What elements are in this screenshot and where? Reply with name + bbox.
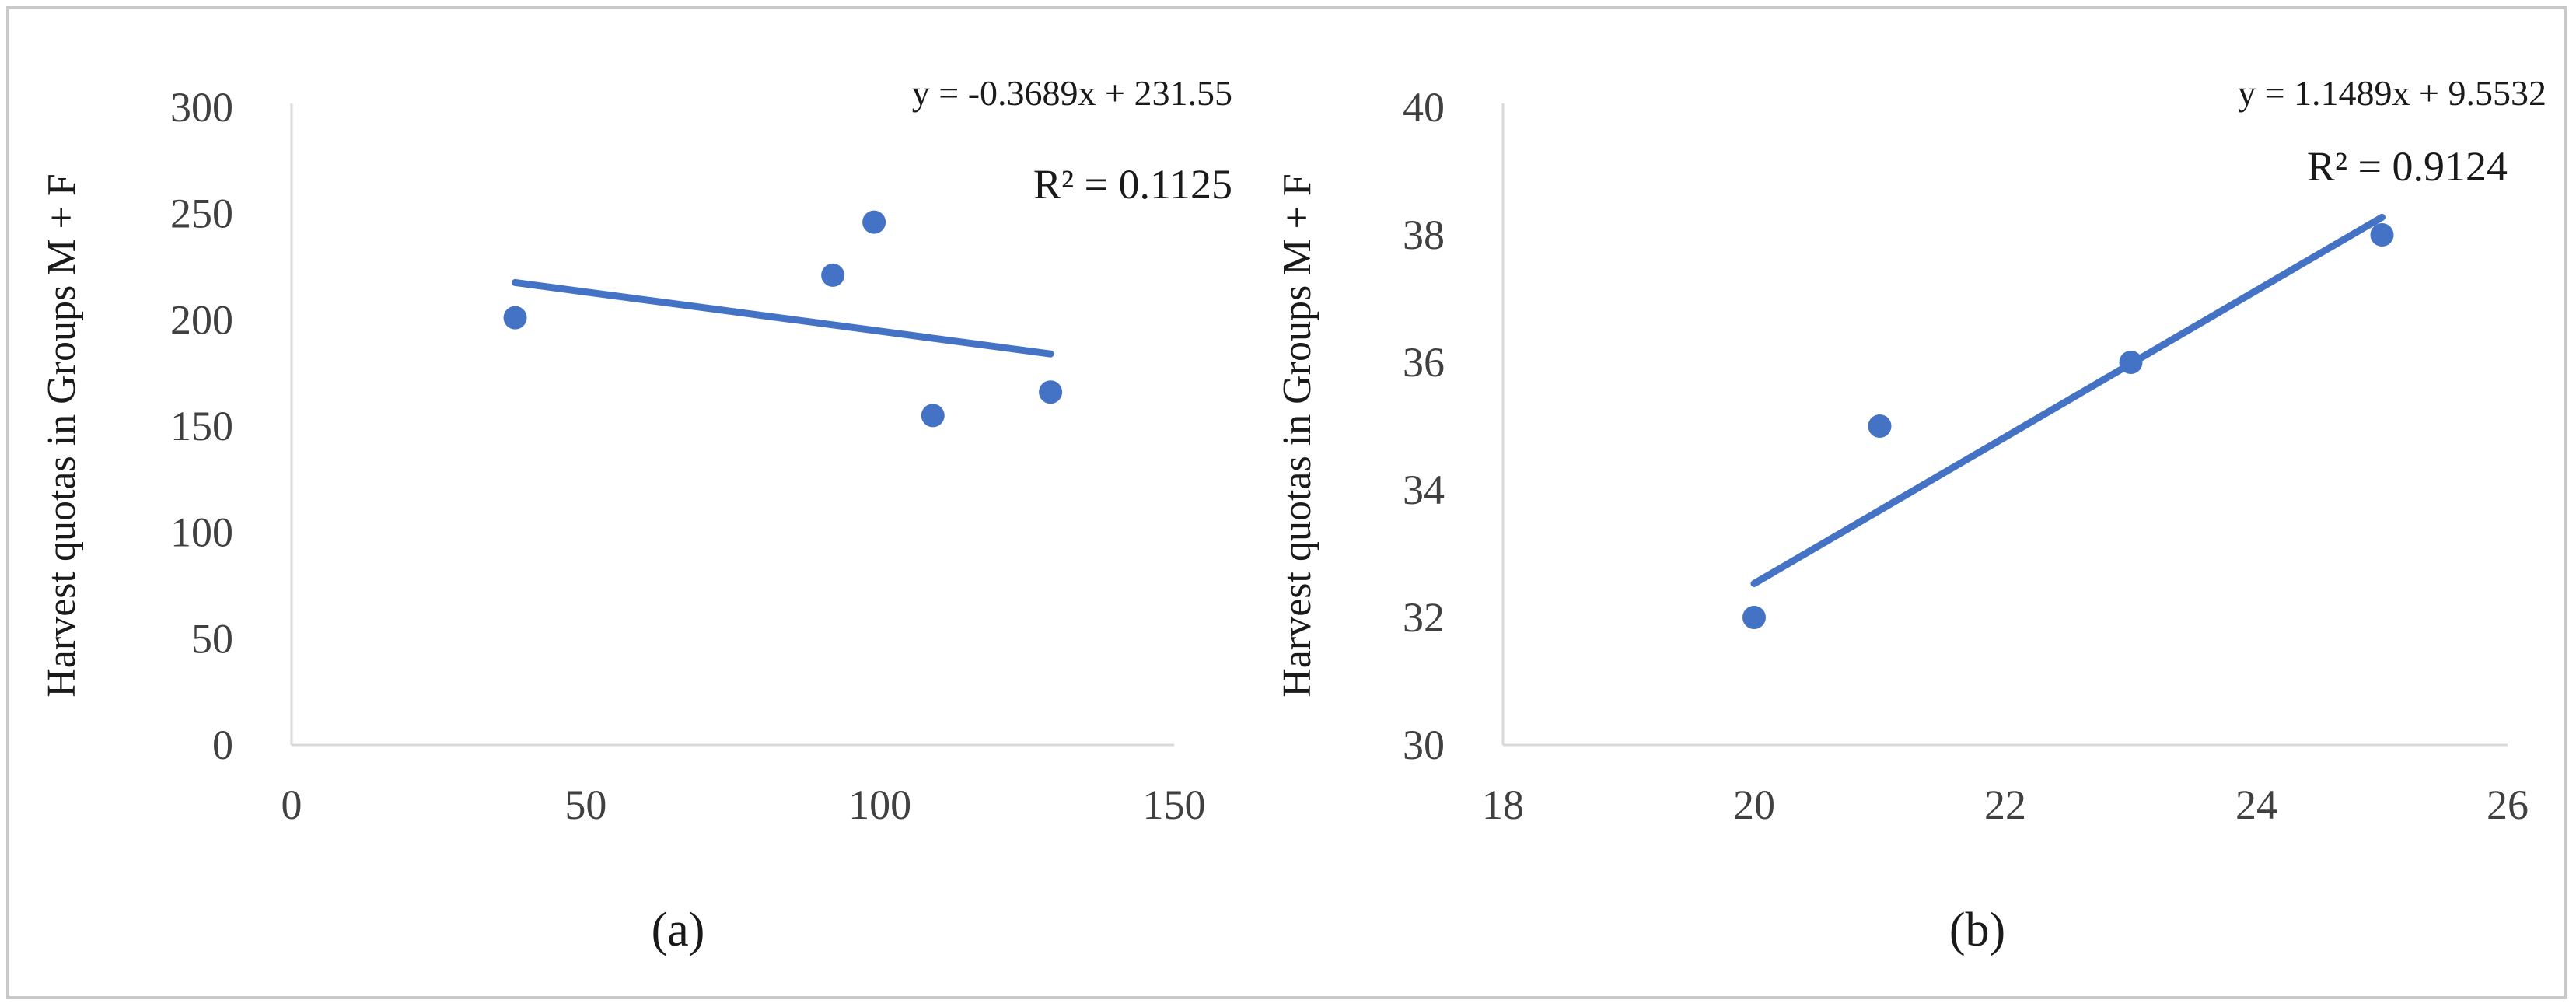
chart-a-point	[862, 210, 886, 234]
chart-b-y-tick-label: 36	[1403, 339, 1445, 386]
chart-a-y-tick-label: 250	[170, 191, 233, 237]
chart-b-trendline	[1750, 213, 2386, 587]
chart-b-y-tick-label: 30	[1403, 722, 1445, 768]
chart-a-y-tick-label: 0	[212, 722, 233, 768]
chart-b-x-tick-label: 18	[1482, 781, 1524, 828]
chart-a-equation: y = -0.3689x + 231.55	[912, 73, 1232, 113]
chart-b-y-tick-label: 40	[1403, 84, 1445, 131]
chart-b-x-tick-label: 24	[2235, 781, 2277, 828]
chart-a-x-tick-label: 0	[281, 781, 302, 828]
chart-a: Harvest quotas in Groups M + F y = -0.36…	[40, 73, 1232, 956]
chart-a-point	[821, 263, 845, 287]
chart-b-y-tick-label: 32	[1403, 594, 1445, 641]
chart-a-x-tick-label: 150	[1143, 781, 1206, 828]
chart-b-equation: y = 1.1489x + 9.5532	[2238, 73, 2546, 113]
chart-b-point	[2119, 351, 2143, 374]
chart-a-point	[921, 404, 945, 428]
chart-b-x-tick-label: 20	[1733, 781, 1775, 828]
chart-a-y-tick-label: 50	[191, 615, 233, 662]
chart-b-point	[1742, 606, 1766, 629]
chart-b-point	[2370, 223, 2394, 247]
chart-a-y-tick-label: 150	[170, 403, 233, 449]
chart-b-x-tick-label: 26	[2487, 781, 2529, 828]
chart-a-ylabel: Harvest quotas in Groups M + F	[40, 173, 84, 698]
chart-a-point	[503, 306, 527, 330]
figure-frame	[6, 6, 2567, 999]
chart-b-y-tick-label: 34	[1403, 467, 1445, 513]
chart-b-y-tick-label: 38	[1403, 212, 1445, 258]
chart-a-x-tick-label: 50	[564, 781, 606, 828]
chart-a-trendline	[512, 278, 1054, 358]
chart-b-panel-label: (b)	[1949, 904, 2005, 956]
chart-b-r2: R² = 0.9124	[2307, 143, 2508, 190]
chart-b-point	[1868, 414, 1892, 438]
chart-a-y-tick-label: 200	[170, 296, 233, 343]
chart-a-y-tick-label: 100	[170, 509, 233, 556]
chart-a-point	[1039, 380, 1063, 404]
chart-a-x-tick-label: 100	[848, 781, 911, 828]
chart-b-x-tick-label: 22	[1984, 781, 2026, 828]
chart-a-r2: R² = 0.1125	[1033, 161, 1232, 208]
chart-a-panel-label: (a)	[652, 904, 705, 956]
chart-b-ylabel: Harvest quotas in Groups M + F	[1275, 173, 1319, 698]
chart-b: Harvest quotas in Groups M + F y = 1.148…	[1275, 73, 2546, 956]
chart-a-y-tick-label: 300	[170, 84, 233, 131]
